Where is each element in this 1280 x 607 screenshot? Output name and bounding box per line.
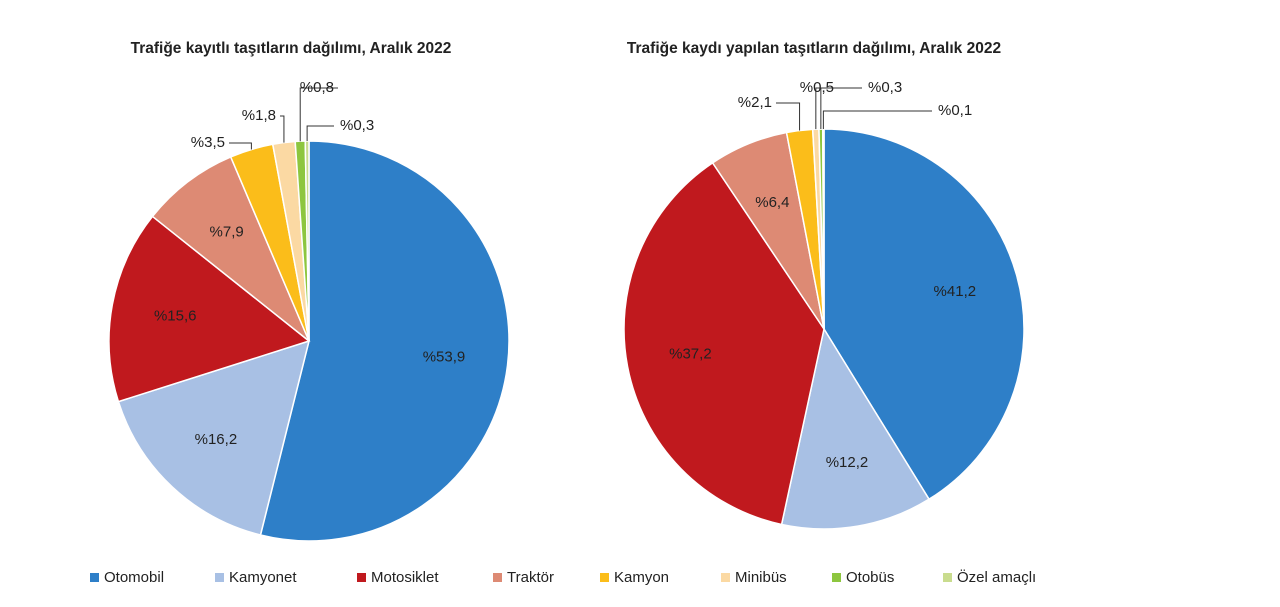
- data-label: %15,6: [154, 307, 197, 324]
- data-label: %41,2: [934, 283, 977, 300]
- legend-swatch: [90, 573, 99, 582]
- legend-label: Kamyonet: [229, 569, 297, 586]
- data-label: %53,9: [423, 349, 466, 366]
- chart-title: Trafiğe kayıtlı taşıtların dağılımı, Ara…: [131, 40, 452, 57]
- legend-swatch: [215, 573, 224, 582]
- data-label: %0,3: [340, 117, 374, 134]
- pie-slice: [117, 339, 311, 536]
- data-label: %0,8: [300, 79, 334, 96]
- leader-line: [822, 110, 932, 130]
- data-label: %7,9: [210, 224, 244, 241]
- pie-slice: [304, 140, 310, 342]
- legend-swatch: [832, 573, 841, 582]
- data-label: %6,4: [755, 194, 789, 211]
- leader-line: [299, 87, 338, 142]
- legend-swatch: [357, 573, 366, 582]
- legend-label: Kamyon: [614, 569, 669, 586]
- chart-title: Trafiğe kaydı yapılan taşıtların dağılım…: [627, 40, 1001, 57]
- pie-slice: [151, 155, 310, 342]
- legend-swatch: [943, 573, 952, 582]
- pie-slice: [108, 215, 311, 403]
- pie-slice: [623, 161, 825, 526]
- leader-line: [306, 125, 334, 142]
- legend-swatch: [721, 573, 730, 582]
- data-label: %2,1: [738, 94, 772, 111]
- pie-slice: [821, 128, 825, 330]
- data-label: %0,5: [800, 79, 834, 96]
- legend-label: Minibüs: [735, 569, 787, 586]
- pie-slice: [780, 327, 931, 530]
- legend-label: Otobüs: [846, 569, 894, 586]
- leader-line: [280, 115, 285, 143]
- data-label: %1,8: [242, 107, 276, 124]
- data-label: %16,2: [195, 431, 238, 448]
- pie-slice: [259, 140, 510, 542]
- legend-swatch: [493, 573, 502, 582]
- leader-line: [776, 102, 801, 131]
- data-label: %37,2: [669, 345, 712, 362]
- data-label: %12,2: [826, 454, 869, 471]
- legend-label: Traktör: [507, 569, 554, 586]
- pie-slice: [823, 128, 1025, 501]
- legend-label: Motosiklet: [371, 569, 439, 586]
- legend-swatch: [600, 573, 609, 582]
- data-label: %0,3: [868, 79, 902, 96]
- leader-line: [820, 87, 862, 130]
- legend-label: Otomobil: [104, 569, 164, 586]
- data-label: %3,5: [191, 134, 225, 151]
- legend-label: Özel amaçlı: [957, 568, 1036, 586]
- leader-line: [229, 142, 252, 150]
- data-label: %0,1: [938, 102, 972, 119]
